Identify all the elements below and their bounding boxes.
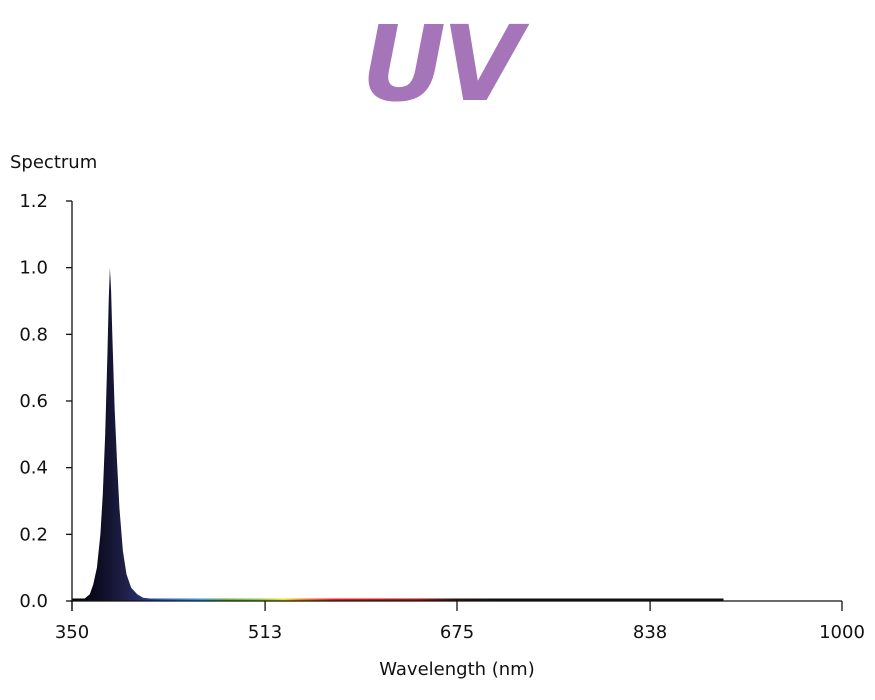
spectrum-baseline <box>72 598 724 601</box>
y-tick-label: 0.0 <box>19 591 48 612</box>
x-tick-label: 1000 <box>819 622 865 643</box>
spectrum-area <box>72 267 842 601</box>
uv-logo: UV <box>362 3 534 110</box>
y-axis-label: Spectrum <box>10 152 97 173</box>
x-tick-label: 513 <box>248 622 282 643</box>
y-tick-label: 0.6 <box>19 391 48 412</box>
x-tick-label: 838 <box>633 622 667 643</box>
y-tick-label: 0.4 <box>19 458 48 479</box>
y-tick-label: 0.2 <box>19 524 48 545</box>
x-tick-label: 675 <box>440 622 474 643</box>
uv-logo-text: UV <box>362 3 530 110</box>
x-axis-label: Wavelength (nm) <box>379 659 535 680</box>
x-tick-label: 350 <box>55 622 89 643</box>
y-tick-label: 1.0 <box>19 258 48 279</box>
y-tick-label: 0.8 <box>19 324 48 345</box>
y-tick-label: 1.2 <box>19 191 48 212</box>
